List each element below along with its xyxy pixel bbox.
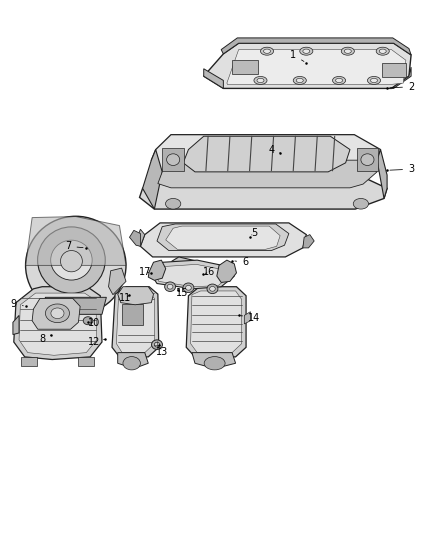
Ellipse shape [60, 251, 82, 272]
Ellipse shape [254, 76, 267, 84]
Ellipse shape [210, 286, 215, 291]
Polygon shape [130, 230, 141, 246]
Polygon shape [244, 312, 251, 324]
Ellipse shape [207, 284, 218, 294]
Ellipse shape [204, 357, 225, 370]
Ellipse shape [123, 357, 141, 370]
Text: 17: 17 [138, 267, 151, 277]
Polygon shape [118, 353, 148, 368]
Text: 4: 4 [268, 144, 280, 155]
Text: 11: 11 [119, 293, 131, 303]
Ellipse shape [344, 49, 351, 53]
Polygon shape [78, 357, 94, 367]
Ellipse shape [257, 78, 264, 83]
Polygon shape [21, 357, 37, 367]
Ellipse shape [186, 285, 191, 290]
Ellipse shape [353, 198, 368, 209]
Text: 9: 9 [11, 298, 23, 309]
Text: 8: 8 [39, 334, 51, 344]
Polygon shape [109, 268, 126, 295]
Ellipse shape [166, 154, 180, 165]
Ellipse shape [264, 49, 271, 53]
Polygon shape [204, 43, 411, 88]
Polygon shape [135, 229, 145, 246]
Polygon shape [357, 149, 378, 171]
Ellipse shape [332, 76, 346, 84]
Polygon shape [14, 287, 102, 360]
Text: 6: 6 [235, 257, 248, 267]
Polygon shape [192, 353, 236, 368]
Polygon shape [32, 298, 80, 329]
Ellipse shape [379, 49, 386, 53]
Polygon shape [227, 50, 406, 85]
Ellipse shape [167, 284, 173, 289]
Polygon shape [382, 63, 406, 77]
Polygon shape [303, 235, 314, 248]
Text: 7: 7 [65, 241, 83, 251]
Polygon shape [117, 291, 154, 353]
Polygon shape [112, 287, 159, 357]
Ellipse shape [38, 227, 105, 293]
Text: 2: 2 [390, 82, 414, 92]
Ellipse shape [296, 78, 303, 83]
Polygon shape [13, 316, 19, 335]
Ellipse shape [51, 240, 92, 280]
Polygon shape [140, 175, 387, 209]
Polygon shape [150, 260, 234, 289]
Ellipse shape [300, 47, 313, 55]
Polygon shape [141, 223, 306, 257]
Ellipse shape [166, 198, 181, 209]
Polygon shape [118, 287, 153, 305]
Polygon shape [122, 304, 143, 325]
Ellipse shape [336, 78, 343, 83]
Polygon shape [162, 149, 184, 171]
Polygon shape [217, 260, 237, 282]
Polygon shape [25, 216, 126, 265]
Ellipse shape [46, 304, 70, 322]
Polygon shape [186, 287, 246, 357]
Ellipse shape [152, 340, 162, 350]
Polygon shape [166, 226, 280, 249]
Text: 14: 14 [241, 313, 260, 323]
Polygon shape [19, 293, 97, 356]
Ellipse shape [51, 308, 64, 319]
Ellipse shape [376, 47, 389, 55]
Ellipse shape [183, 283, 194, 293]
Polygon shape [155, 264, 229, 287]
Polygon shape [151, 135, 381, 172]
Ellipse shape [25, 216, 126, 314]
Text: 1: 1 [290, 50, 304, 61]
Polygon shape [232, 60, 258, 74]
Polygon shape [172, 257, 206, 281]
Ellipse shape [303, 49, 310, 53]
Ellipse shape [371, 78, 378, 83]
Ellipse shape [261, 47, 274, 55]
Ellipse shape [165, 282, 176, 292]
Polygon shape [204, 69, 223, 88]
Text: 3: 3 [390, 164, 414, 174]
Text: 13: 13 [156, 346, 168, 357]
Polygon shape [221, 38, 411, 55]
Polygon shape [158, 160, 377, 188]
Polygon shape [392, 67, 411, 88]
Ellipse shape [83, 317, 93, 325]
Polygon shape [45, 297, 106, 314]
Ellipse shape [361, 154, 374, 165]
Polygon shape [191, 291, 242, 353]
Polygon shape [183, 136, 350, 172]
Ellipse shape [341, 47, 354, 55]
Ellipse shape [293, 76, 306, 84]
Polygon shape [148, 260, 166, 280]
Ellipse shape [154, 342, 159, 347]
Text: 15: 15 [176, 288, 188, 298]
Text: 16: 16 [203, 267, 215, 277]
Ellipse shape [367, 76, 381, 84]
Text: 5: 5 [251, 228, 257, 238]
Polygon shape [157, 224, 289, 251]
Polygon shape [143, 150, 162, 209]
Text: 10: 10 [88, 318, 101, 328]
Polygon shape [377, 150, 387, 198]
Text: 12: 12 [88, 337, 105, 347]
